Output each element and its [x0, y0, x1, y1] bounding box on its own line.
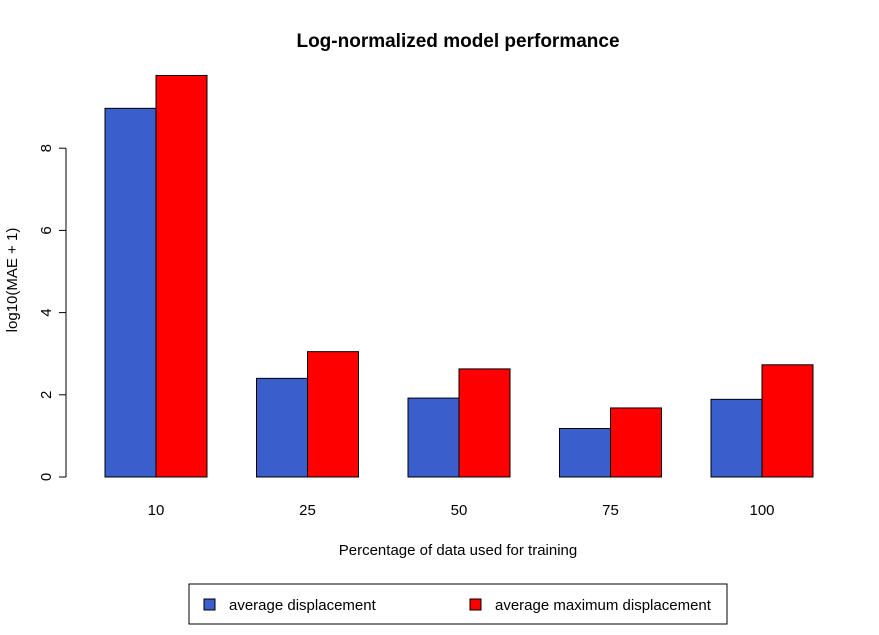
y-tick-label: 6 — [38, 226, 55, 234]
bar-average-displacement-25 — [256, 377, 308, 478]
legend-swatch-average-displacement — [203, 598, 216, 611]
legend-label-average-maximum-displacement: average maximum displacement — [495, 597, 712, 614]
x-tick-label: 100 — [749, 502, 774, 519]
y-axis-label: log10(MAE + 1) — [4, 228, 21, 333]
x-axis-tick-labels: 10 25 50 75 100 — [148, 502, 775, 519]
bars-group — [104, 74, 814, 478]
bar-average-displacement-75 — [559, 428, 611, 478]
bar-average-maximum-displacement-25 — [307, 351, 359, 478]
bar-average-maximum-displacement-75 — [610, 407, 662, 478]
y-tick-label: 2 — [38, 391, 55, 399]
legend-box — [188, 583, 728, 625]
chart-title: Log-normalized model performance — [296, 31, 619, 52]
bar-average-maximum-displacement-100 — [761, 364, 814, 478]
x-axis-label: Percentage of data used for training — [339, 542, 578, 559]
x-tick-label: 10 — [148, 502, 165, 519]
y-tick-label: 4 — [38, 308, 55, 316]
legend: average displacement average maximum dis… — [188, 583, 728, 625]
bar-average-displacement-50 — [407, 397, 460, 478]
x-tick-label: 25 — [299, 502, 316, 519]
y-tick-label: 0 — [38, 473, 55, 481]
x-tick-label: 75 — [602, 502, 619, 519]
bar-average-maximum-displacement-10 — [155, 74, 208, 478]
bar-average-displacement-10 — [104, 107, 157, 478]
x-tick-label: 50 — [451, 502, 468, 519]
legend-label-average-displacement: average displacement — [229, 597, 377, 614]
bar-average-displacement-100 — [710, 398, 763, 478]
y-axis: 0 2 4 6 8 — [38, 144, 67, 481]
y-tick-label: 8 — [38, 144, 55, 152]
legend-swatch-average-maximum-displacement — [469, 598, 482, 611]
bar-average-maximum-displacement-50 — [458, 368, 511, 478]
